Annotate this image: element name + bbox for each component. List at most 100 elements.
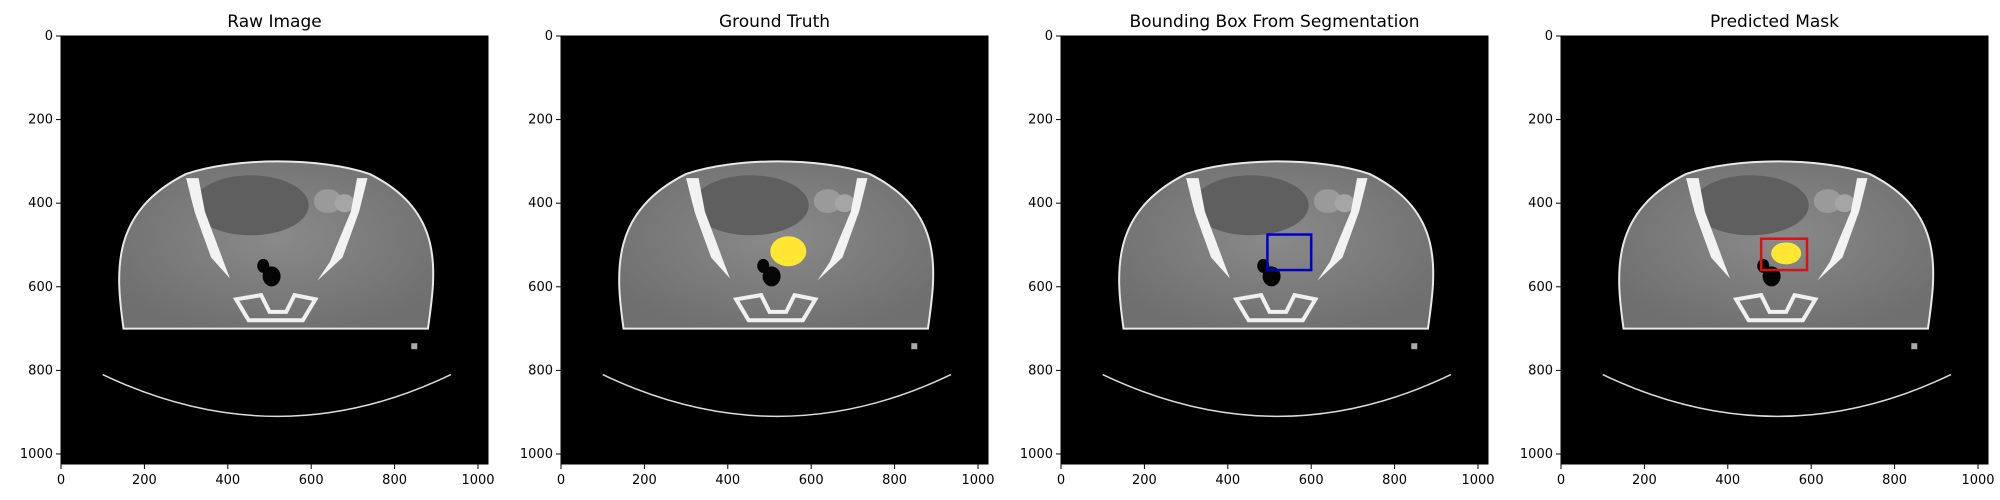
axes-frame (60, 35, 489, 465)
panel-predicted-mask: Predicted Mask 0 200 400 600 800 1000 0 200 400 6… (1500, 0, 2000, 500)
y-tick-label: 200 (28, 113, 53, 128)
panel-title: Bounding Box From Segmentation (1129, 12, 1420, 32)
left-iliac-bone (1186, 178, 1230, 279)
x-tick-label: 200 (132, 473, 157, 488)
plot-area: 0 200 400 600 800 1000 0 200 400 600 800 1000 (1520, 29, 1995, 488)
y-tick-label: 400 (528, 196, 553, 211)
x-tick-label: 800 (1882, 473, 1907, 488)
x-tick-label: 400 (715, 473, 740, 488)
y-tick-label: 200 (528, 113, 553, 128)
y-tick-label: 0 (1045, 29, 1053, 44)
soft-tissue (1692, 175, 1809, 236)
segmentation-mask (770, 236, 807, 267)
y-tick-label: 1000 (1020, 447, 1053, 462)
y-tick-label: 200 (1028, 113, 1053, 128)
bowel-loop (1334, 194, 1355, 213)
y-tick-label: 400 (1028, 196, 1053, 211)
bowel-loop (834, 194, 855, 213)
left-iliac-bone (686, 178, 730, 279)
soft-tissue (192, 175, 309, 236)
x-tick-label: 800 (382, 473, 407, 488)
soft-tissue (692, 175, 809, 236)
x-tick-label: 1000 (461, 473, 494, 488)
rectum-air (262, 266, 281, 287)
x-tick-label: 200 (1132, 473, 1157, 488)
x-tick-label: 400 (1715, 473, 1740, 488)
y-tick-label: 600 (528, 280, 553, 295)
panel-title: Raw Image (227, 12, 322, 32)
sacrum (1732, 292, 1819, 323)
fiducial-marker (911, 343, 918, 350)
y-tick-label: 400 (28, 196, 53, 211)
x-tick-label: 0 (57, 473, 65, 488)
sacrum (232, 292, 319, 323)
segmentation-mask (1771, 242, 1802, 265)
x-tick-label: 0 (1557, 473, 1565, 488)
axes-frame (560, 35, 989, 465)
prediction-box (1759, 237, 1809, 272)
y-tick-label: 600 (28, 280, 53, 295)
bowel-loop (1813, 189, 1842, 214)
x-tick-label: 800 (1382, 473, 1407, 488)
x-tick-label: 600 (799, 473, 824, 488)
sacrum (732, 292, 819, 323)
scanner-table (1602, 373, 1952, 418)
y-tick-label: 1000 (20, 447, 53, 462)
bowel-loop (813, 189, 842, 214)
bounding-box (1266, 233, 1313, 272)
plot-area: 0 200 400 600 800 1000 0 200 400 600 800 1000 (520, 29, 995, 488)
plot-area: 0 200 400 600 800 1000 0 200 400 600 800 1000 (1020, 29, 1495, 488)
right-iliac-bone (317, 178, 368, 281)
x-tick-label: 0 (1057, 473, 1065, 488)
x-tick-label: 1000 (961, 473, 994, 488)
panel-title: Ground Truth (718, 12, 831, 32)
y-tick-label: 1000 (520, 447, 553, 462)
soft-tissue (1192, 175, 1309, 236)
right-iliac-bone (1317, 178, 1368, 281)
x-tick-label: 400 (215, 473, 240, 488)
x-tick-label: 600 (1799, 473, 1824, 488)
rectum-air (257, 258, 270, 273)
x-tick-label: 200 (632, 473, 657, 488)
scanner-table (1102, 373, 1452, 418)
y-tick-label: 200 (1528, 113, 1553, 128)
x-tick-label: 200 (1632, 473, 1657, 488)
bowel-loop (334, 194, 355, 213)
fiducial-marker (1411, 343, 1418, 350)
left-iliac-bone (1686, 178, 1730, 279)
panel-bounding-box: Bounding Box From Segmentation 0 200 400 60… (1000, 0, 1500, 500)
rectum-air (762, 266, 781, 287)
x-tick-label: 0 (557, 473, 565, 488)
fiducial-marker (1911, 343, 1918, 350)
right-iliac-bone (1817, 178, 1868, 281)
x-tick-label: 1000 (1961, 473, 1994, 488)
y-tick-label: 800 (1028, 363, 1053, 378)
axes-frame (1060, 35, 1489, 465)
fiducial-marker (411, 343, 418, 350)
rectum-air (757, 258, 770, 273)
y-tick-label: 800 (1528, 363, 1553, 378)
x-tick-label: 600 (299, 473, 324, 488)
y-tick-label: 1000 (1520, 447, 1553, 462)
sacrum (1232, 292, 1319, 323)
plot-area: 0 200 400 600 800 1000 0 200 400 600 800 1000 (20, 29, 495, 488)
left-iliac-bone (186, 178, 230, 279)
bowel-loop (313, 189, 342, 214)
axes-frame (1560, 35, 1989, 465)
y-tick-label: 0 (545, 29, 553, 44)
y-tick-label: 600 (1028, 280, 1053, 295)
scanner-table (102, 373, 452, 418)
scanner-table (602, 373, 952, 418)
y-tick-label: 400 (1528, 196, 1553, 211)
rectum-air (1262, 266, 1281, 287)
y-tick-label: 600 (1528, 280, 1553, 295)
right-iliac-bone (817, 178, 868, 281)
bowel-loop (1313, 189, 1342, 214)
y-tick-label: 0 (45, 29, 53, 44)
panel-title: Predicted Mask (1710, 12, 1839, 32)
x-tick-label: 600 (1299, 473, 1324, 488)
panel-raw-image: Raw Image 0 200 400 600 800 1000 0 200 400 600 800… (0, 0, 500, 500)
x-tick-label: 400 (1215, 473, 1240, 488)
y-tick-label: 800 (28, 363, 53, 378)
